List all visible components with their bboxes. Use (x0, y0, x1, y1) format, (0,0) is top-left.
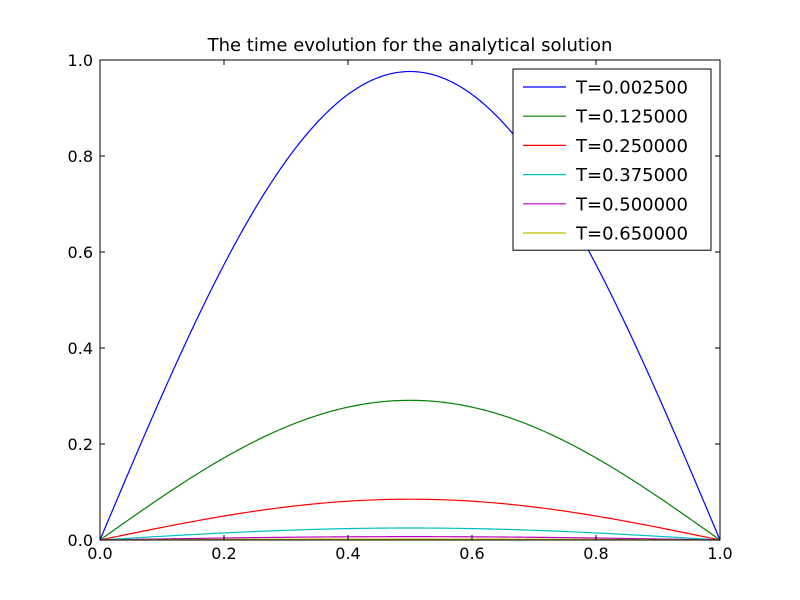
series-line-2 (99, 399, 721, 541)
series-line-4 (99, 527, 721, 541)
y-tick-label: 1.0 (68, 51, 93, 70)
legend: T=0.002500 T=0.125000 T=0.250000 T=0.375000… (512, 68, 712, 251)
series-line-5 (99, 536, 721, 541)
chart-title: The time evolution for the analytical so… (207, 35, 613, 56)
legend-label-3: T=0.250000 (575, 136, 688, 157)
legend-label-5: T=0.500000 (575, 194, 688, 215)
x-tick-label: 0.8 (583, 544, 608, 563)
y-tick-label: 0.8 (68, 147, 93, 166)
curves-layer (99, 70, 721, 541)
y-tick-label: 0.0 (68, 531, 93, 550)
x-tick-label: 0.6 (459, 544, 484, 563)
legend-label-4: T=0.375000 (575, 165, 688, 186)
x-tick-label: 0.4 (335, 544, 360, 563)
y-tick-label: 0.6 (68, 243, 93, 262)
x-tick-label: 0.2 (211, 544, 236, 563)
series-line-1 (99, 70, 721, 541)
ticks-layer: 0.0 0.2 0.4 0.6 0.8 1.0 0.0 0.2 0.4 0.6 0.8 1.0 (68, 51, 733, 563)
legend-label-1: T=0.002500 (575, 78, 688, 99)
legend-label-6: T=0.650000 (575, 224, 688, 245)
series-line-3 (99, 498, 721, 541)
x-tick-label: 0.0 (87, 544, 112, 563)
legend-label-2: T=0.125000 (575, 107, 688, 128)
y-tick-label: 0.2 (68, 435, 93, 454)
plot-frame (99, 59, 721, 541)
y-tick-label: 0.4 (68, 339, 93, 358)
x-tick-label: 1.0 (707, 544, 732, 563)
legend-box (512, 68, 712, 251)
